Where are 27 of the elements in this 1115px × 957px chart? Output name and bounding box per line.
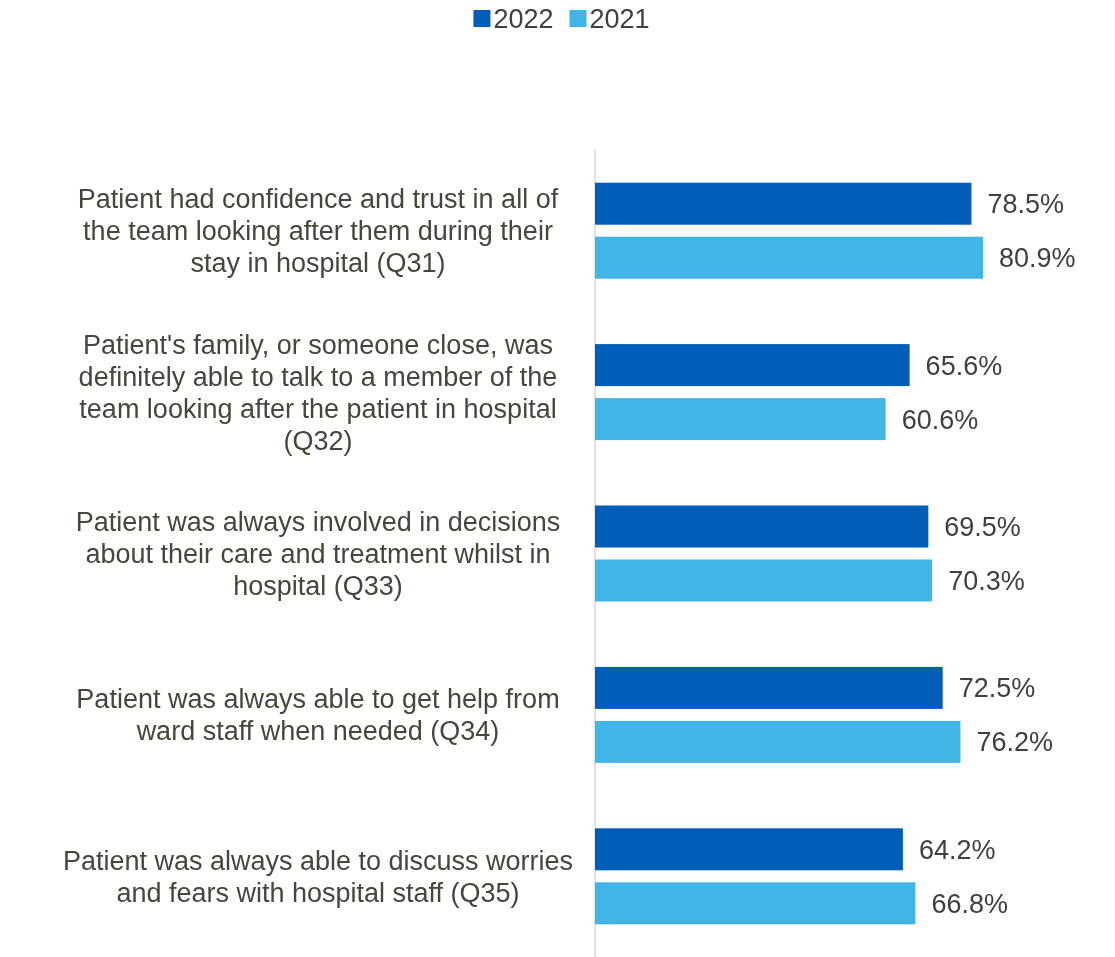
- y-tick-label: Patient was always able to discuss worries and fears with hospital staff (Q35): [62, 845, 574, 908]
- bar: [595, 344, 910, 387]
- data-label: 72.5%: [958, 673, 1036, 704]
- bar: [595, 559, 933, 602]
- y-tick-label: Patient was always able to get help from ward staff when needed (Q34): [76, 684, 560, 747]
- data-label: 69.5%: [944, 511, 1021, 542]
- data-label: 76.2%: [976, 727, 1054, 758]
- bar: [595, 882, 916, 925]
- legend-label: 2021: [589, 4, 650, 35]
- bar: [595, 828, 903, 871]
- data-label: 60.6%: [901, 404, 979, 435]
- data-label: 65.6%: [925, 350, 1003, 381]
- data-label: 80.9%: [999, 243, 1076, 274]
- legend-label: 2022: [493, 4, 554, 35]
- bar: [595, 182, 972, 225]
- bar: [595, 236, 983, 279]
- data-label: 64.2%: [918, 834, 996, 865]
- y-tick-label: Patient was always involved in decisions about their care and treatment whilst in hospital (Q33): [75, 506, 561, 601]
- bar: [595, 398, 886, 441]
- data-label: 66.8%: [931, 888, 1008, 919]
- y-tick-label: Patient had confidence and trust in all of the team looking after them during their stay in hospital (Q31): [77, 184, 559, 279]
- bar: [595, 720, 961, 763]
- y-tick-label: Patient's family, or someone close, was definitely able to talk to a member of the team looking after the patient in hospital (Q32): [78, 329, 558, 456]
- bar: [595, 666, 943, 709]
- data-label: 78.5%: [987, 189, 1065, 220]
- bar: [595, 505, 929, 548]
- data-label: 70.3%: [948, 565, 1025, 596]
